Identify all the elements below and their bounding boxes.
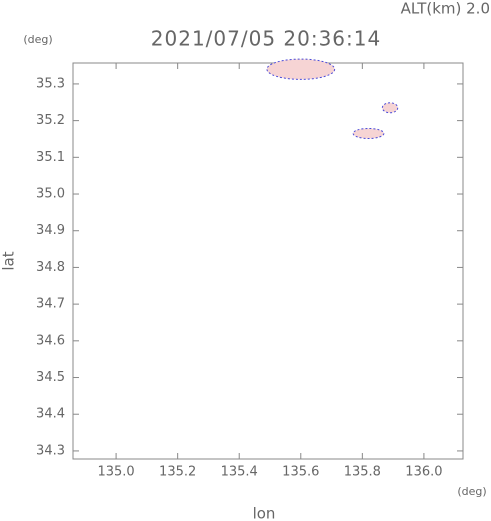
x-tick-label: 135.2 (159, 465, 196, 480)
echo (352, 127, 385, 139)
y-axis-label: lat (0, 251, 18, 270)
y-tick-label: 34.9 (36, 223, 65, 238)
chart-title: 2021/07/05 20:36:14 (151, 27, 381, 51)
y-tick-label: 34.6 (36, 333, 65, 348)
y-tick-label: 34.7 (36, 297, 65, 312)
x-tick-label: 135.8 (344, 465, 381, 480)
echo (381, 102, 399, 114)
y-tick-label: 35.3 (36, 76, 65, 91)
y-tick-label: 35.0 (36, 187, 65, 202)
x-tick-label: 135.0 (97, 465, 134, 480)
x-unit: (deg) (457, 485, 486, 498)
altitude: ALT(km) 2.0 (401, 0, 490, 18)
echo (266, 58, 336, 80)
x-axis-label: lon (253, 505, 276, 521)
y-tick-label: 34.3 (36, 443, 65, 458)
y-tick-label: 35.2 (36, 113, 65, 128)
y-tick-label: 34.8 (36, 260, 65, 275)
x-tick-label: 135.4 (221, 465, 258, 480)
y-tick-label: 35.1 (36, 150, 65, 165)
x-tick-label: 135.6 (282, 465, 319, 480)
y-tick-label: 34.4 (36, 407, 65, 422)
x-tick-label: 136.0 (405, 465, 442, 480)
y-unit: (deg) (23, 33, 52, 46)
y-tick-label: 34.5 (36, 370, 65, 385)
plot-frame (72, 62, 464, 460)
